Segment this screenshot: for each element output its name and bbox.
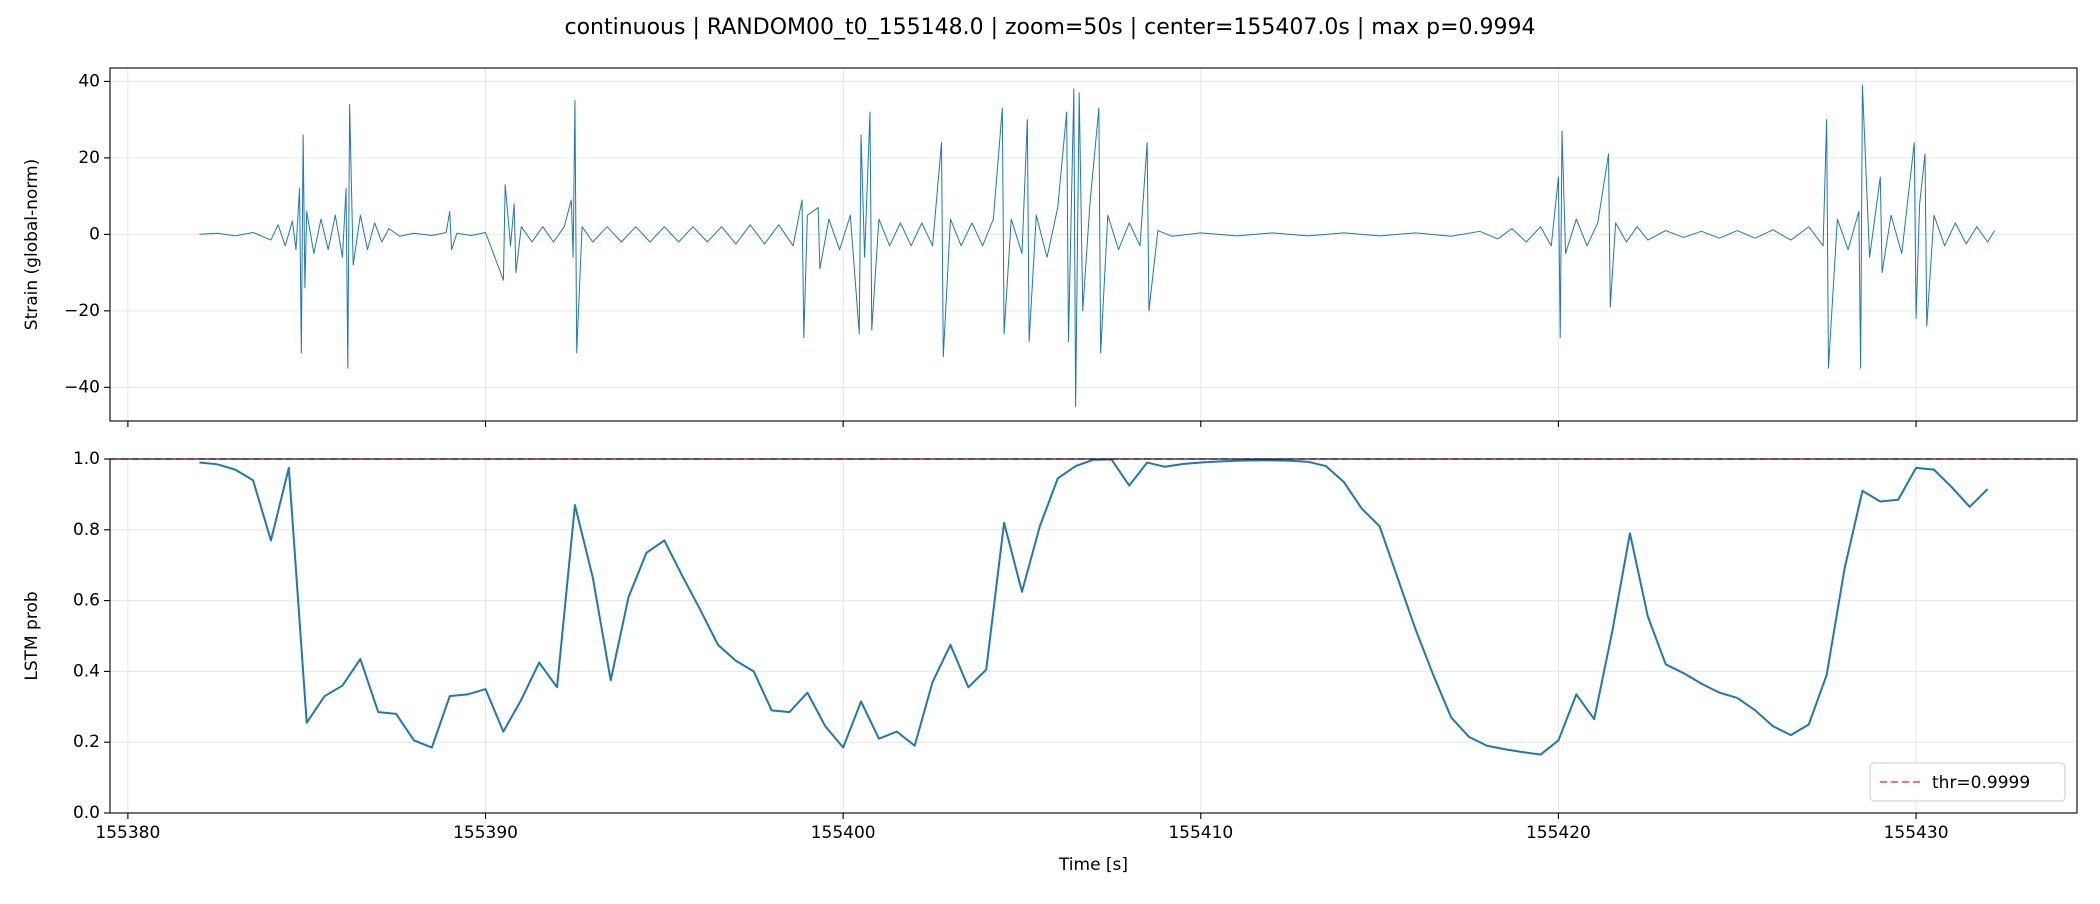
y-tick-label: 0.0 bbox=[73, 803, 100, 823]
y-axis-label: Strain (global-norm) bbox=[22, 159, 42, 330]
y-tick-label: 0.6 bbox=[73, 591, 100, 611]
x-tick-label: 155410 bbox=[1168, 823, 1233, 843]
x-tick-label: 155430 bbox=[1884, 823, 1949, 843]
axes-frame bbox=[109, 67, 2078, 422]
y-tick-label: 20 bbox=[78, 148, 100, 168]
y-axis-label: LSTM prob bbox=[22, 591, 42, 680]
x-tick-label: 155390 bbox=[453, 823, 518, 843]
y-tick-label: 0.2 bbox=[73, 732, 100, 752]
legend-label: thr=0.9999 bbox=[1932, 773, 2030, 793]
axes-frame bbox=[109, 458, 2078, 814]
x-tick-label: 155420 bbox=[1526, 823, 1591, 843]
x-tick-label: 155380 bbox=[95, 823, 160, 843]
y-tick-label: 40 bbox=[78, 71, 100, 91]
y-tick-label: 0.8 bbox=[73, 520, 100, 540]
y-tick-label: −40 bbox=[64, 377, 100, 397]
x-axis-label: Time [s] bbox=[1058, 855, 1128, 875]
y-tick-label: −20 bbox=[64, 301, 100, 321]
legend-box bbox=[1869, 762, 2066, 802]
y-tick-label: 0.4 bbox=[73, 661, 100, 681]
series-line bbox=[199, 84, 1996, 407]
y-tick-label: 0 bbox=[89, 224, 100, 244]
y-tick-label: 1.0 bbox=[73, 449, 100, 469]
figure-title: continuous | RANDOM00_t0_155148.0 | zoom… bbox=[564, 15, 1535, 40]
x-tick-label: 155400 bbox=[811, 823, 876, 843]
